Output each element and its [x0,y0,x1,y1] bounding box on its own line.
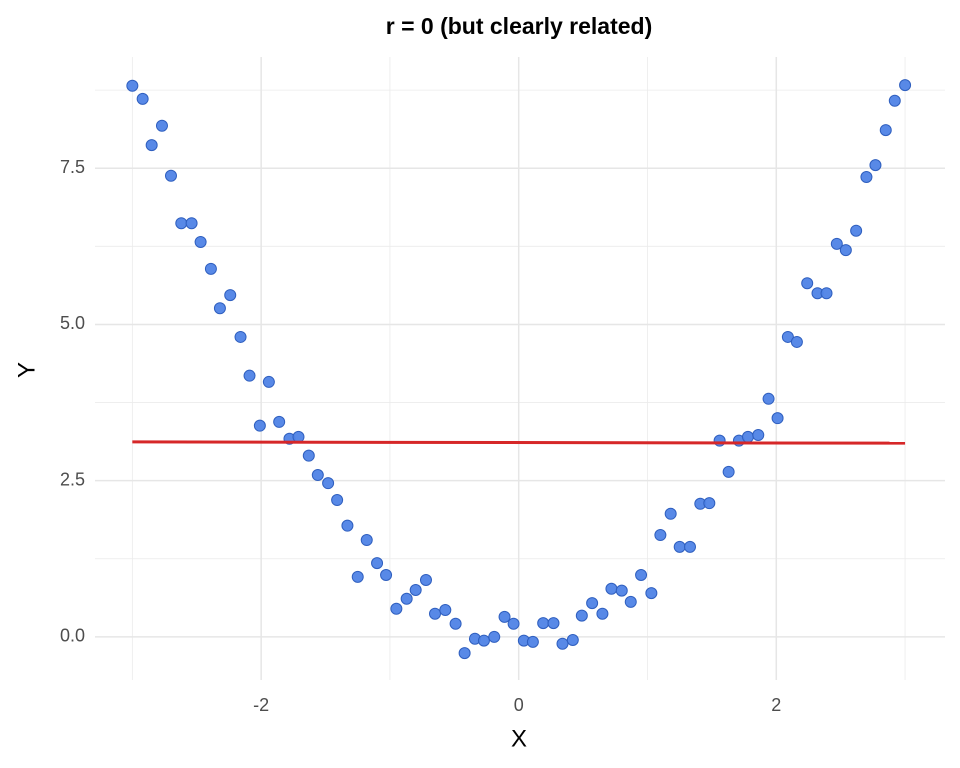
point [498,610,511,623]
point [311,469,324,482]
point [526,635,539,648]
point [801,277,814,290]
point [360,534,373,547]
point [556,637,569,650]
point [331,494,344,507]
point [224,289,237,302]
point [654,529,667,542]
point [185,217,198,230]
point [673,540,686,553]
point [762,392,775,405]
point [664,507,677,520]
point [253,419,266,432]
point [741,430,754,443]
point [419,574,432,587]
point [458,647,471,660]
point [713,434,726,447]
point [488,630,501,643]
point [830,237,843,250]
x-axis-label: X [511,725,527,752]
point [145,139,158,152]
point [899,79,912,92]
point [888,94,901,107]
point [790,335,803,348]
point [615,584,628,597]
point [869,159,882,172]
point [439,604,452,617]
point [136,92,149,105]
point [204,262,217,275]
point [722,465,735,478]
x-tick-label: 2 [771,695,781,715]
point [850,224,863,237]
point [273,415,286,428]
point [575,609,588,622]
point [879,124,892,137]
point [400,592,413,605]
grid [95,57,945,680]
point [645,587,658,600]
x-tick-label: -2 [253,695,269,715]
point [547,617,560,630]
point [243,369,256,382]
point [126,79,139,92]
point [703,497,716,510]
point [537,617,550,630]
point [771,412,784,425]
point [635,569,648,582]
point [429,607,441,620]
point [820,287,833,300]
fit-line [132,440,906,445]
point [449,617,462,630]
chart-title: r = 0 (but clearly related) [386,13,653,39]
point [351,570,364,583]
marks [126,79,912,660]
point [213,302,226,315]
y-tick-label: 5.0 [60,313,85,333]
point [380,569,393,582]
point [752,429,765,442]
point [175,217,188,230]
y-axis-label: Y [13,362,40,378]
point [781,330,794,343]
point [234,330,247,343]
point [684,540,696,553]
point [371,557,384,570]
point [624,595,637,608]
point [341,519,354,532]
point [566,634,579,647]
point [390,602,403,615]
y-tick-label: 2.5 [60,469,85,489]
y-tick-label: 0.0 [60,626,85,646]
point [596,607,609,620]
point [302,449,315,462]
y-tick-label: 7.5 [60,157,85,177]
point [477,634,490,647]
point [262,375,275,388]
point [860,170,873,183]
point [322,477,335,490]
point [155,119,168,132]
point [605,582,618,595]
point [194,235,207,248]
point [586,597,599,610]
point [507,617,520,630]
x-tick-label: 0 [514,695,524,715]
point [409,584,422,597]
point [164,169,177,182]
point [839,244,852,257]
